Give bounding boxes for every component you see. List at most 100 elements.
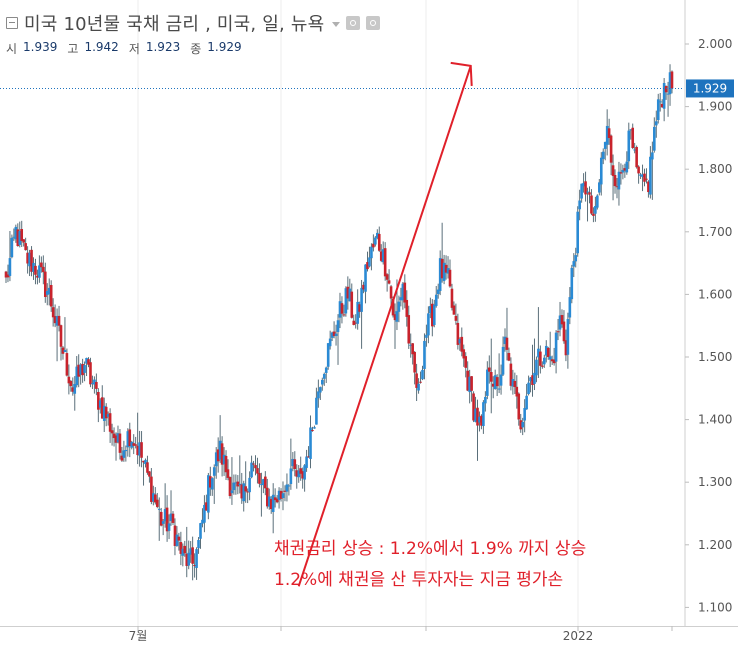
candle-body	[28, 252, 31, 267]
candle-body	[161, 521, 165, 524]
candle-body	[651, 152, 654, 160]
candle-body	[438, 258, 442, 292]
candle-body	[114, 435, 118, 443]
candle-body	[376, 232, 379, 238]
candle-body	[436, 289, 440, 295]
candle-body	[220, 443, 224, 465]
candle-body	[226, 469, 230, 478]
candle-body	[415, 373, 418, 388]
candle-body	[505, 337, 509, 350]
candle-body	[405, 299, 409, 317]
time-tick-label: 7월	[129, 629, 148, 643]
candle-body	[348, 288, 352, 302]
candle-body	[605, 125, 609, 145]
candle-body	[358, 304, 361, 312]
candle-body	[267, 496, 271, 507]
candle-body	[362, 284, 365, 290]
candle-body	[167, 523, 171, 531]
candle-body	[38, 265, 41, 278]
gear-icon[interactable]	[366, 16, 381, 30]
trend-arrow-line	[297, 65, 472, 587]
candle-body	[277, 490, 281, 501]
candle-body	[633, 149, 636, 151]
candle-body	[515, 386, 519, 397]
price-tick-label: 1.300	[698, 475, 732, 489]
candle-body	[658, 101, 662, 103]
candle-body	[207, 475, 210, 513]
candle-body	[401, 283, 405, 301]
candle-body	[224, 455, 228, 473]
candle-body	[20, 229, 24, 241]
candle-body	[313, 427, 316, 429]
candle-body	[523, 408, 526, 421]
candle-body	[446, 268, 450, 274]
chevron-down-icon[interactable]	[332, 22, 341, 27]
candle-body	[556, 331, 560, 333]
candle-body	[209, 476, 212, 488]
candle-body	[621, 169, 625, 173]
candle-body	[55, 315, 59, 326]
candle-body	[238, 483, 242, 486]
candle-body	[128, 429, 132, 447]
collapse-icon[interactable]	[6, 17, 18, 29]
ohlc-row: 시 1.939 고 1.942 저 1.923 종 1.929	[6, 40, 486, 57]
candle-body	[234, 482, 238, 484]
candle-body	[656, 99, 660, 121]
candle-body	[509, 363, 513, 386]
candle-body	[187, 552, 191, 566]
candle-body	[472, 393, 475, 421]
candle-body	[560, 315, 564, 325]
candle-body	[14, 226, 18, 240]
candle-body	[350, 291, 354, 318]
candle-body	[317, 391, 320, 399]
candle-body	[214, 452, 218, 467]
candle-body	[580, 183, 583, 199]
eye-icon[interactable]	[346, 16, 361, 30]
last-price-label: 1.929	[693, 81, 727, 95]
candle-body	[356, 301, 359, 324]
candle-body	[668, 72, 672, 95]
candle-body	[293, 459, 297, 470]
candle-body	[79, 364, 82, 375]
candle-body	[199, 523, 202, 539]
candle-body	[440, 258, 444, 279]
candle-body	[65, 353, 69, 376]
candle-body	[450, 288, 454, 308]
candle-body	[148, 471, 151, 477]
candle-body	[195, 549, 198, 568]
candle-body	[240, 484, 244, 499]
candle-body	[252, 463, 255, 465]
candle-body	[452, 305, 456, 315]
candle-body	[236, 481, 240, 487]
candle-body	[572, 261, 576, 267]
price-tick-label: 1.900	[698, 100, 732, 114]
candle-body	[336, 320, 340, 333]
candle-body	[193, 565, 196, 567]
candle-body	[32, 262, 35, 272]
candle-body	[307, 456, 310, 458]
candle-body	[30, 249, 33, 272]
candle-body	[269, 499, 273, 510]
candle-body	[75, 366, 79, 386]
candle-body	[297, 470, 301, 478]
candle-body	[203, 504, 206, 523]
candle-body	[594, 206, 597, 214]
candle-body	[578, 200, 581, 210]
candle-body	[548, 356, 552, 360]
candle-body	[10, 237, 14, 258]
time-axis: 7월 2022	[0, 626, 738, 643]
candle-body	[389, 286, 393, 299]
candle-body	[63, 350, 67, 352]
candle-body	[513, 380, 517, 388]
candle-body	[649, 156, 652, 195]
candles-layer	[4, 64, 674, 581]
candle-body	[370, 246, 373, 259]
annotation-line-1: 채권금리 상승 : 1.2%에서 1.9% 까지 상승	[274, 539, 586, 559]
candle-body	[599, 157, 603, 185]
candle-body	[603, 141, 607, 149]
candle-body	[566, 319, 570, 355]
candle-body	[582, 182, 585, 187]
candle-body	[478, 416, 481, 423]
candle-body	[586, 191, 589, 193]
candle-body	[521, 421, 524, 428]
